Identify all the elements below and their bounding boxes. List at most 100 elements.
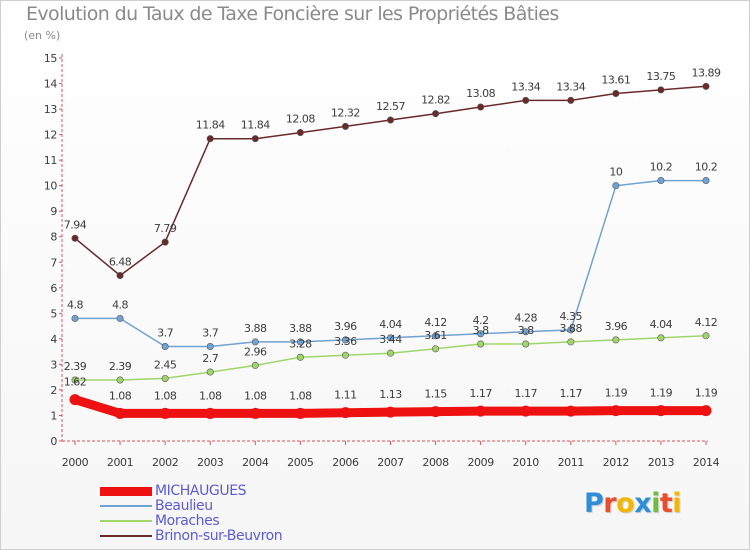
data-point [432, 110, 440, 118]
data-label: 3.8 [518, 324, 534, 337]
data-label: 7.79 [154, 222, 177, 235]
data-label: 3.28 [289, 337, 312, 350]
data-point [341, 336, 349, 344]
data-point [294, 407, 306, 419]
data-label: 3.7 [157, 327, 173, 340]
data-point [159, 407, 171, 419]
data-label: 3.88 [244, 322, 267, 335]
y-tick-label: 3 [50, 358, 57, 371]
data-point [567, 338, 575, 346]
data-point [249, 407, 261, 419]
data-point [206, 135, 214, 143]
data-label: 11.84 [196, 119, 225, 132]
y-tick-label: 5 [50, 307, 57, 320]
data-point [296, 129, 304, 137]
legend-label: Beaulieu [155, 498, 213, 514]
data-label: 11.84 [241, 119, 270, 132]
data-label: 6.48 [109, 256, 132, 269]
logo-letter: i [672, 488, 682, 519]
data-label: 13.08 [466, 87, 495, 100]
series-layer [69, 82, 712, 419]
data-point [702, 177, 710, 185]
legend-swatch [100, 535, 152, 537]
x-tick-label: 2001 [107, 456, 133, 469]
data-point [430, 406, 442, 418]
x-tick-label: 2000 [62, 456, 89, 469]
data-label: 13.61 [601, 73, 630, 86]
data-label: 12.82 [421, 94, 450, 107]
data-point [385, 406, 396, 418]
data-label: 2.39 [64, 360, 87, 373]
data-point [657, 334, 665, 342]
data-point [386, 116, 394, 124]
data-label: 13.34 [511, 80, 540, 93]
data-point [702, 332, 710, 340]
data-label: 1.08 [244, 389, 267, 402]
data-point [116, 272, 124, 280]
data-point [522, 328, 530, 336]
y-tick-label: 13 [44, 103, 58, 116]
data-point [522, 340, 530, 348]
data-point [657, 86, 665, 94]
x-tick-label: 2014 [693, 456, 720, 469]
data-label: 7.94 [64, 218, 87, 231]
x-tick-label: 2006 [332, 456, 359, 469]
data-point [657, 177, 665, 185]
data-point [161, 343, 169, 351]
y-tick-label: 9 [50, 205, 57, 218]
data-point [71, 234, 79, 242]
x-tick-label: 2004 [242, 456, 269, 469]
data-point [116, 314, 124, 322]
y-tick-label: 12 [44, 129, 57, 142]
logo-letter: P [584, 488, 604, 519]
logo-letter: t [659, 488, 673, 519]
data-label: 10 [609, 166, 622, 179]
data-point [339, 407, 351, 419]
data-label: 13.75 [646, 70, 675, 83]
data-point [567, 96, 575, 104]
data-label: 13.34 [556, 80, 585, 93]
data-point [610, 405, 622, 417]
data-label: 2.7 [202, 352, 218, 365]
data-point [251, 135, 259, 143]
data-label: 3.96 [334, 320, 357, 333]
logo-letter: x [634, 488, 652, 519]
data-point [114, 407, 126, 419]
data-point [71, 376, 79, 384]
data-label: 3.61 [424, 329, 447, 342]
data-label: 4.12 [695, 316, 718, 329]
data-label: 1.17 [514, 387, 537, 400]
data-point [161, 374, 169, 382]
data-labels: 1.62 1.08 1.08 1.08 1.08 1.08 1.11 1.13 1.15 1.17… [64, 66, 722, 402]
data-label: 1.19 [695, 387, 718, 400]
data-label: 12.32 [331, 106, 360, 119]
y-tick-label: 2 [50, 384, 57, 397]
x-tick-label: 2010 [513, 456, 540, 469]
data-label: 2.96 [244, 345, 267, 358]
data-label: 10.2 [650, 161, 673, 174]
data-point [251, 338, 259, 346]
x-tick-label: 2009 [467, 456, 494, 469]
data-label: 2.45 [154, 358, 177, 371]
data-point [204, 407, 216, 419]
data-label: 10.2 [695, 161, 718, 174]
y-tick-label: 1 [50, 409, 57, 422]
data-label: 3.7 [202, 327, 218, 340]
y-tick-label: 14 [44, 78, 58, 91]
data-label: 3.88 [560, 322, 583, 335]
data-point [206, 343, 214, 351]
data-point [71, 314, 79, 322]
y-tick-label: 8 [50, 231, 57, 244]
legend-swatch [100, 486, 152, 496]
logo-letter: o [616, 488, 635, 519]
data-label: 3.36 [334, 335, 357, 348]
data-point [655, 405, 667, 417]
y-tick-label: 10 [44, 180, 58, 193]
data-point [251, 361, 259, 369]
data-label: 1.19 [650, 387, 673, 400]
data-label: 3.96 [605, 320, 628, 333]
data-label: 1.17 [469, 387, 492, 400]
data-label: 4.2 [473, 314, 489, 327]
